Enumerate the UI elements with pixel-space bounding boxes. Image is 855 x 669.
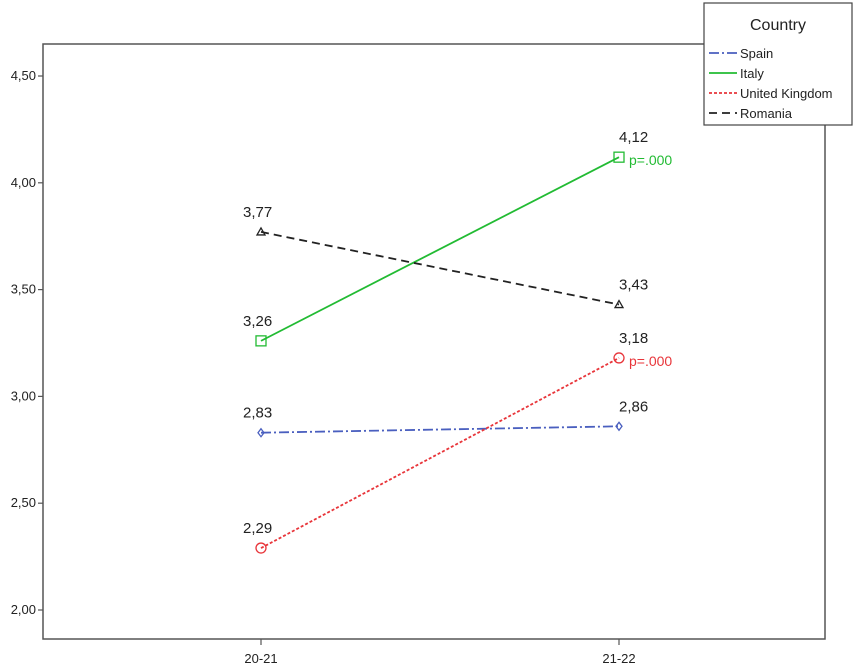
square-marker	[613, 151, 625, 163]
p-value-annotation: p=.000	[629, 152, 672, 168]
legend-items: Spain Italy United Kingdom Romania	[709, 46, 833, 121]
y-tick-label: 4,00	[11, 175, 36, 190]
y-tick-label: 2,50	[11, 495, 36, 510]
series-italy: 3,26 4,12 p=.000	[243, 129, 672, 347]
series-layer: 2,83 2,86 3,26 4,12 p=.000 2,29 3,18 p=.000 3,77…	[243, 129, 672, 554]
plot-frame	[42, 43, 826, 640]
legend-label: Italy	[740, 66, 764, 81]
y-tick-label: 3,50	[11, 282, 36, 297]
p-value-annotation: p=.000	[629, 353, 672, 369]
y-tick-label: 3,00	[11, 388, 36, 403]
series-spain: 2,83 2,86	[243, 398, 648, 438]
legend-label: United Kingdom	[740, 86, 833, 101]
legend-label: Romania	[740, 106, 793, 121]
y-tick-label: 2,00	[11, 602, 36, 617]
circle-marker	[613, 352, 625, 364]
circle-marker	[255, 542, 267, 554]
series-line	[260, 357, 620, 549]
data-label: 2,29	[243, 520, 272, 537]
y-axis: 2,00 2,50 3,00 3,50 4,00 4,50	[11, 68, 43, 617]
data-label: 2,86	[619, 398, 648, 415]
data-label: 4,12	[619, 129, 648, 146]
series-united-kingdom: 2,29 3,18 p=.000	[243, 330, 672, 554]
x-axis: 20-21 21-22	[244, 639, 636, 666]
legend-box	[703, 2, 853, 126]
y-tick-label: 4,50	[11, 68, 36, 83]
square-marker	[255, 335, 267, 347]
series-line	[260, 156, 620, 342]
data-label: 3,18	[619, 330, 648, 347]
data-label: 2,83	[243, 405, 272, 422]
triangle-marker	[613, 299, 625, 309]
legend-title: Country	[750, 17, 806, 34]
data-label: 3,77	[243, 204, 272, 221]
x-tick-label: 20-21	[244, 651, 277, 666]
legend: Country Spain Italy United Kingdom Romania	[703, 2, 853, 126]
legend-label: Spain	[740, 46, 773, 61]
series-line	[260, 231, 620, 306]
data-label: 3,43	[619, 277, 648, 294]
diamond-marker	[615, 421, 623, 432]
series-romania: 3,77 3,43	[243, 204, 648, 309]
x-tick-label: 21-22	[602, 651, 635, 666]
series-line	[260, 425, 620, 434]
triangle-marker	[255, 226, 267, 236]
data-label: 3,26	[243, 313, 272, 330]
diamond-marker	[257, 427, 265, 438]
